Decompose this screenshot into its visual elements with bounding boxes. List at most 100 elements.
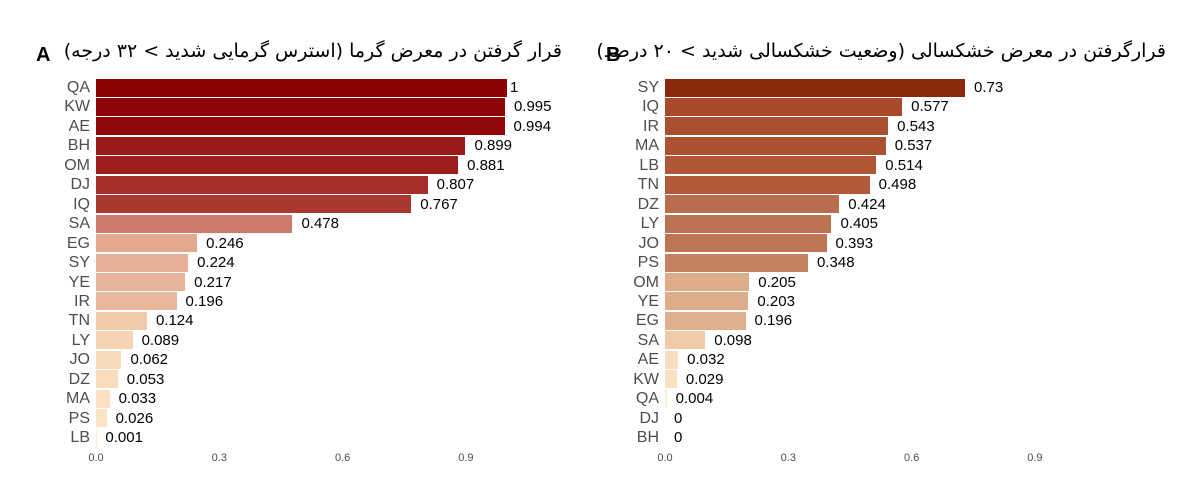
bar-row: IR 0.543 [0, 117, 1200, 136]
category-label: QA [66, 79, 90, 96]
value-label: 0.424 [848, 195, 886, 213]
bar [665, 350, 679, 369]
bar [665, 117, 889, 136]
value-label: 0.405 [840, 215, 878, 233]
value-label: 0.577 [911, 98, 949, 116]
value-label: 0.348 [817, 254, 855, 272]
bar-row: LB 0.001 [0, 428, 600, 447]
bar-row: DZ 0.053 [0, 370, 600, 389]
bar [665, 156, 877, 175]
value-label: 0.994 [513, 117, 552, 135]
category-label: BH [67, 137, 90, 155]
bar [665, 97, 903, 116]
value-label: 1 [510, 79, 519, 96]
category-label: IQ [73, 195, 90, 213]
value-label: 0.089 [141, 331, 180, 349]
value-label: 0.098 [714, 331, 752, 349]
bar-row: MA 0.537 [0, 136, 1200, 155]
category-label: MA [635, 137, 659, 155]
category-label: KW [633, 370, 659, 388]
bar [96, 292, 177, 311]
category-label: TN [68, 312, 90, 330]
value-label: 0.217 [194, 273, 232, 291]
value-label: 0.205 [758, 273, 796, 291]
value-label: 0.514 [885, 156, 923, 174]
category-label: DJ [70, 176, 90, 194]
bar-row: IQ 0.577 [0, 97, 1200, 116]
bar [96, 78, 507, 97]
bar-row: LY 0.089 [0, 331, 600, 350]
value-label: 0 [674, 409, 683, 427]
category-label: DZ [637, 195, 659, 213]
x-tick-label: 0.6 [334, 452, 351, 464]
bar [665, 331, 706, 350]
category-label: AE [637, 351, 659, 369]
x-axis-a: 0.0 0.3 0.6 0.9 [0, 452, 600, 472]
bar [665, 78, 966, 97]
bar [96, 253, 189, 272]
category-label: AE [68, 117, 90, 135]
bar-row: LB 0.514 [0, 156, 1200, 175]
bar [665, 136, 886, 155]
panel-title-b: قرارگرفتن در معرض خشکسالی (وضعیت خشکسالی… [596, 40, 1166, 62]
bar-row: SA 0.478 [0, 214, 600, 233]
x-tick-label: 0.6 [903, 452, 920, 464]
bar-row: KW 0.995 [0, 97, 600, 116]
panel-letter-a: A [36, 44, 51, 66]
bar [96, 331, 133, 350]
value-label: 0.767 [420, 195, 458, 213]
bar-row: OM 0.881 [0, 156, 600, 175]
category-label: JO [69, 351, 90, 369]
panel-letter-b: B [606, 44, 621, 66]
category-label: LB [639, 156, 659, 174]
bar-row: SY 0.73 [0, 78, 1200, 97]
x-tick-label: 0.3 [211, 452, 227, 464]
bar [96, 117, 505, 136]
value-label: 0.881 [467, 156, 505, 174]
bar-row: BH 0 [0, 428, 1200, 447]
x-tick-label: 0.9 [1027, 452, 1043, 464]
category-label: SA [637, 331, 659, 349]
value-label: 0.246 [206, 234, 244, 252]
bar-row: QA 1 [0, 78, 600, 97]
panel-a: A قرار گرفتن در معرض گرما (استرس گرمایی … [0, 40, 600, 472]
x-tick-label: 0.0 [657, 452, 673, 464]
bar-row: KW 0.029 [0, 370, 1200, 389]
bar-row: EG 0.196 [0, 311, 1200, 330]
value-label: 0.537 [894, 137, 933, 155]
category-label: YE [637, 292, 659, 310]
bar [96, 350, 122, 369]
bar-row: OM 0.205 [0, 273, 1200, 292]
value-label: 0.73 [974, 79, 1004, 96]
value-label: 0.004 [675, 390, 714, 408]
bar-row: QA 0.004 [0, 389, 1200, 408]
bar [96, 234, 198, 253]
bar-row: LY 0.405 [0, 214, 1200, 233]
bar [665, 253, 809, 272]
category-label: YE [68, 273, 90, 291]
value-label: 0.124 [155, 312, 194, 330]
value-label: 0.053 [126, 370, 165, 388]
bar-row: AE 0.032 [0, 350, 1200, 369]
value-label: 0.032 [687, 351, 725, 369]
value-label: 0.062 [130, 351, 169, 369]
category-label: DJ [639, 409, 659, 427]
bar-row: PS 0.026 [0, 409, 600, 428]
bar-row: DZ 0.424 [0, 195, 1200, 214]
bar [96, 214, 293, 233]
category-label: EG [635, 312, 659, 330]
bar [665, 234, 827, 253]
category-label: LB [70, 429, 90, 447]
bar-row: YE 0.217 [0, 273, 600, 292]
bar-row: DJ 0.807 [0, 175, 600, 194]
x-axis-b: 0.0 0.3 0.6 0.9 [0, 452, 1200, 472]
category-label: TN [637, 176, 659, 194]
value-label: 0.033 [118, 390, 157, 408]
category-label: IR [74, 292, 90, 310]
bar-row: IR 0.196 [0, 292, 600, 311]
category-label: LY [71, 331, 90, 349]
category-label: IQ [642, 98, 659, 116]
category-label: EG [66, 234, 90, 252]
value-label: 0.393 [835, 234, 874, 252]
